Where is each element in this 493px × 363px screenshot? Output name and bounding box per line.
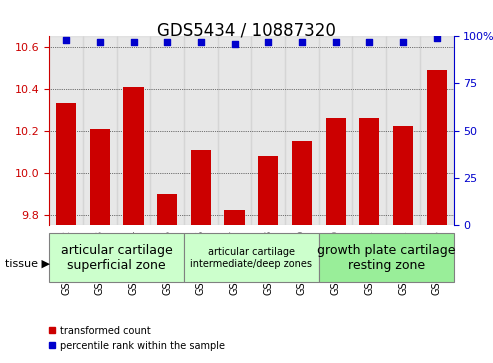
Point (264, 39, 272, 45)
Text: articular cartilage
intermediate/deep zones: articular cartilage intermediate/deep zo… (190, 247, 313, 269)
Point (231, 41, 239, 47)
Point (197, 39, 205, 45)
Point (298, 39, 306, 45)
Point (332, 39, 340, 45)
Bar (123, 87, 143, 225)
Text: tissue ▶: tissue ▶ (5, 258, 50, 268)
Bar (359, 118, 380, 225)
Text: articular cartilage
superficial zone: articular cartilage superficial zone (61, 244, 173, 272)
Bar (117, 36, 150, 225)
Bar (49, 36, 83, 225)
Bar (90, 129, 110, 225)
Bar (292, 141, 312, 225)
Bar (150, 36, 184, 225)
Legend: transformed count, percentile rank within the sample: transformed count, percentile rank withi… (44, 322, 229, 355)
Point (399, 39, 407, 45)
Bar (157, 193, 177, 225)
FancyBboxPatch shape (184, 233, 319, 282)
Bar (224, 211, 245, 225)
Bar (184, 36, 218, 225)
Point (62, 37, 70, 43)
Bar (218, 36, 251, 225)
Bar (191, 150, 211, 225)
Bar (352, 36, 386, 225)
Text: GDS5434 / 10887320: GDS5434 / 10887320 (157, 22, 336, 40)
Bar (325, 118, 346, 225)
FancyBboxPatch shape (49, 233, 184, 282)
Bar (56, 103, 76, 225)
Point (96, 39, 104, 45)
Bar (83, 36, 117, 225)
Bar (285, 36, 319, 225)
Bar (426, 70, 447, 225)
Bar (251, 36, 285, 225)
Point (433, 35, 441, 41)
Bar (319, 36, 352, 225)
Point (130, 39, 138, 45)
Point (163, 39, 171, 45)
Point (365, 39, 373, 45)
FancyBboxPatch shape (319, 233, 454, 282)
Bar (258, 156, 279, 225)
Bar (386, 36, 420, 225)
Bar (420, 36, 454, 225)
Text: growth plate cartilage
resting zone: growth plate cartilage resting zone (317, 244, 456, 272)
Bar (393, 126, 413, 225)
